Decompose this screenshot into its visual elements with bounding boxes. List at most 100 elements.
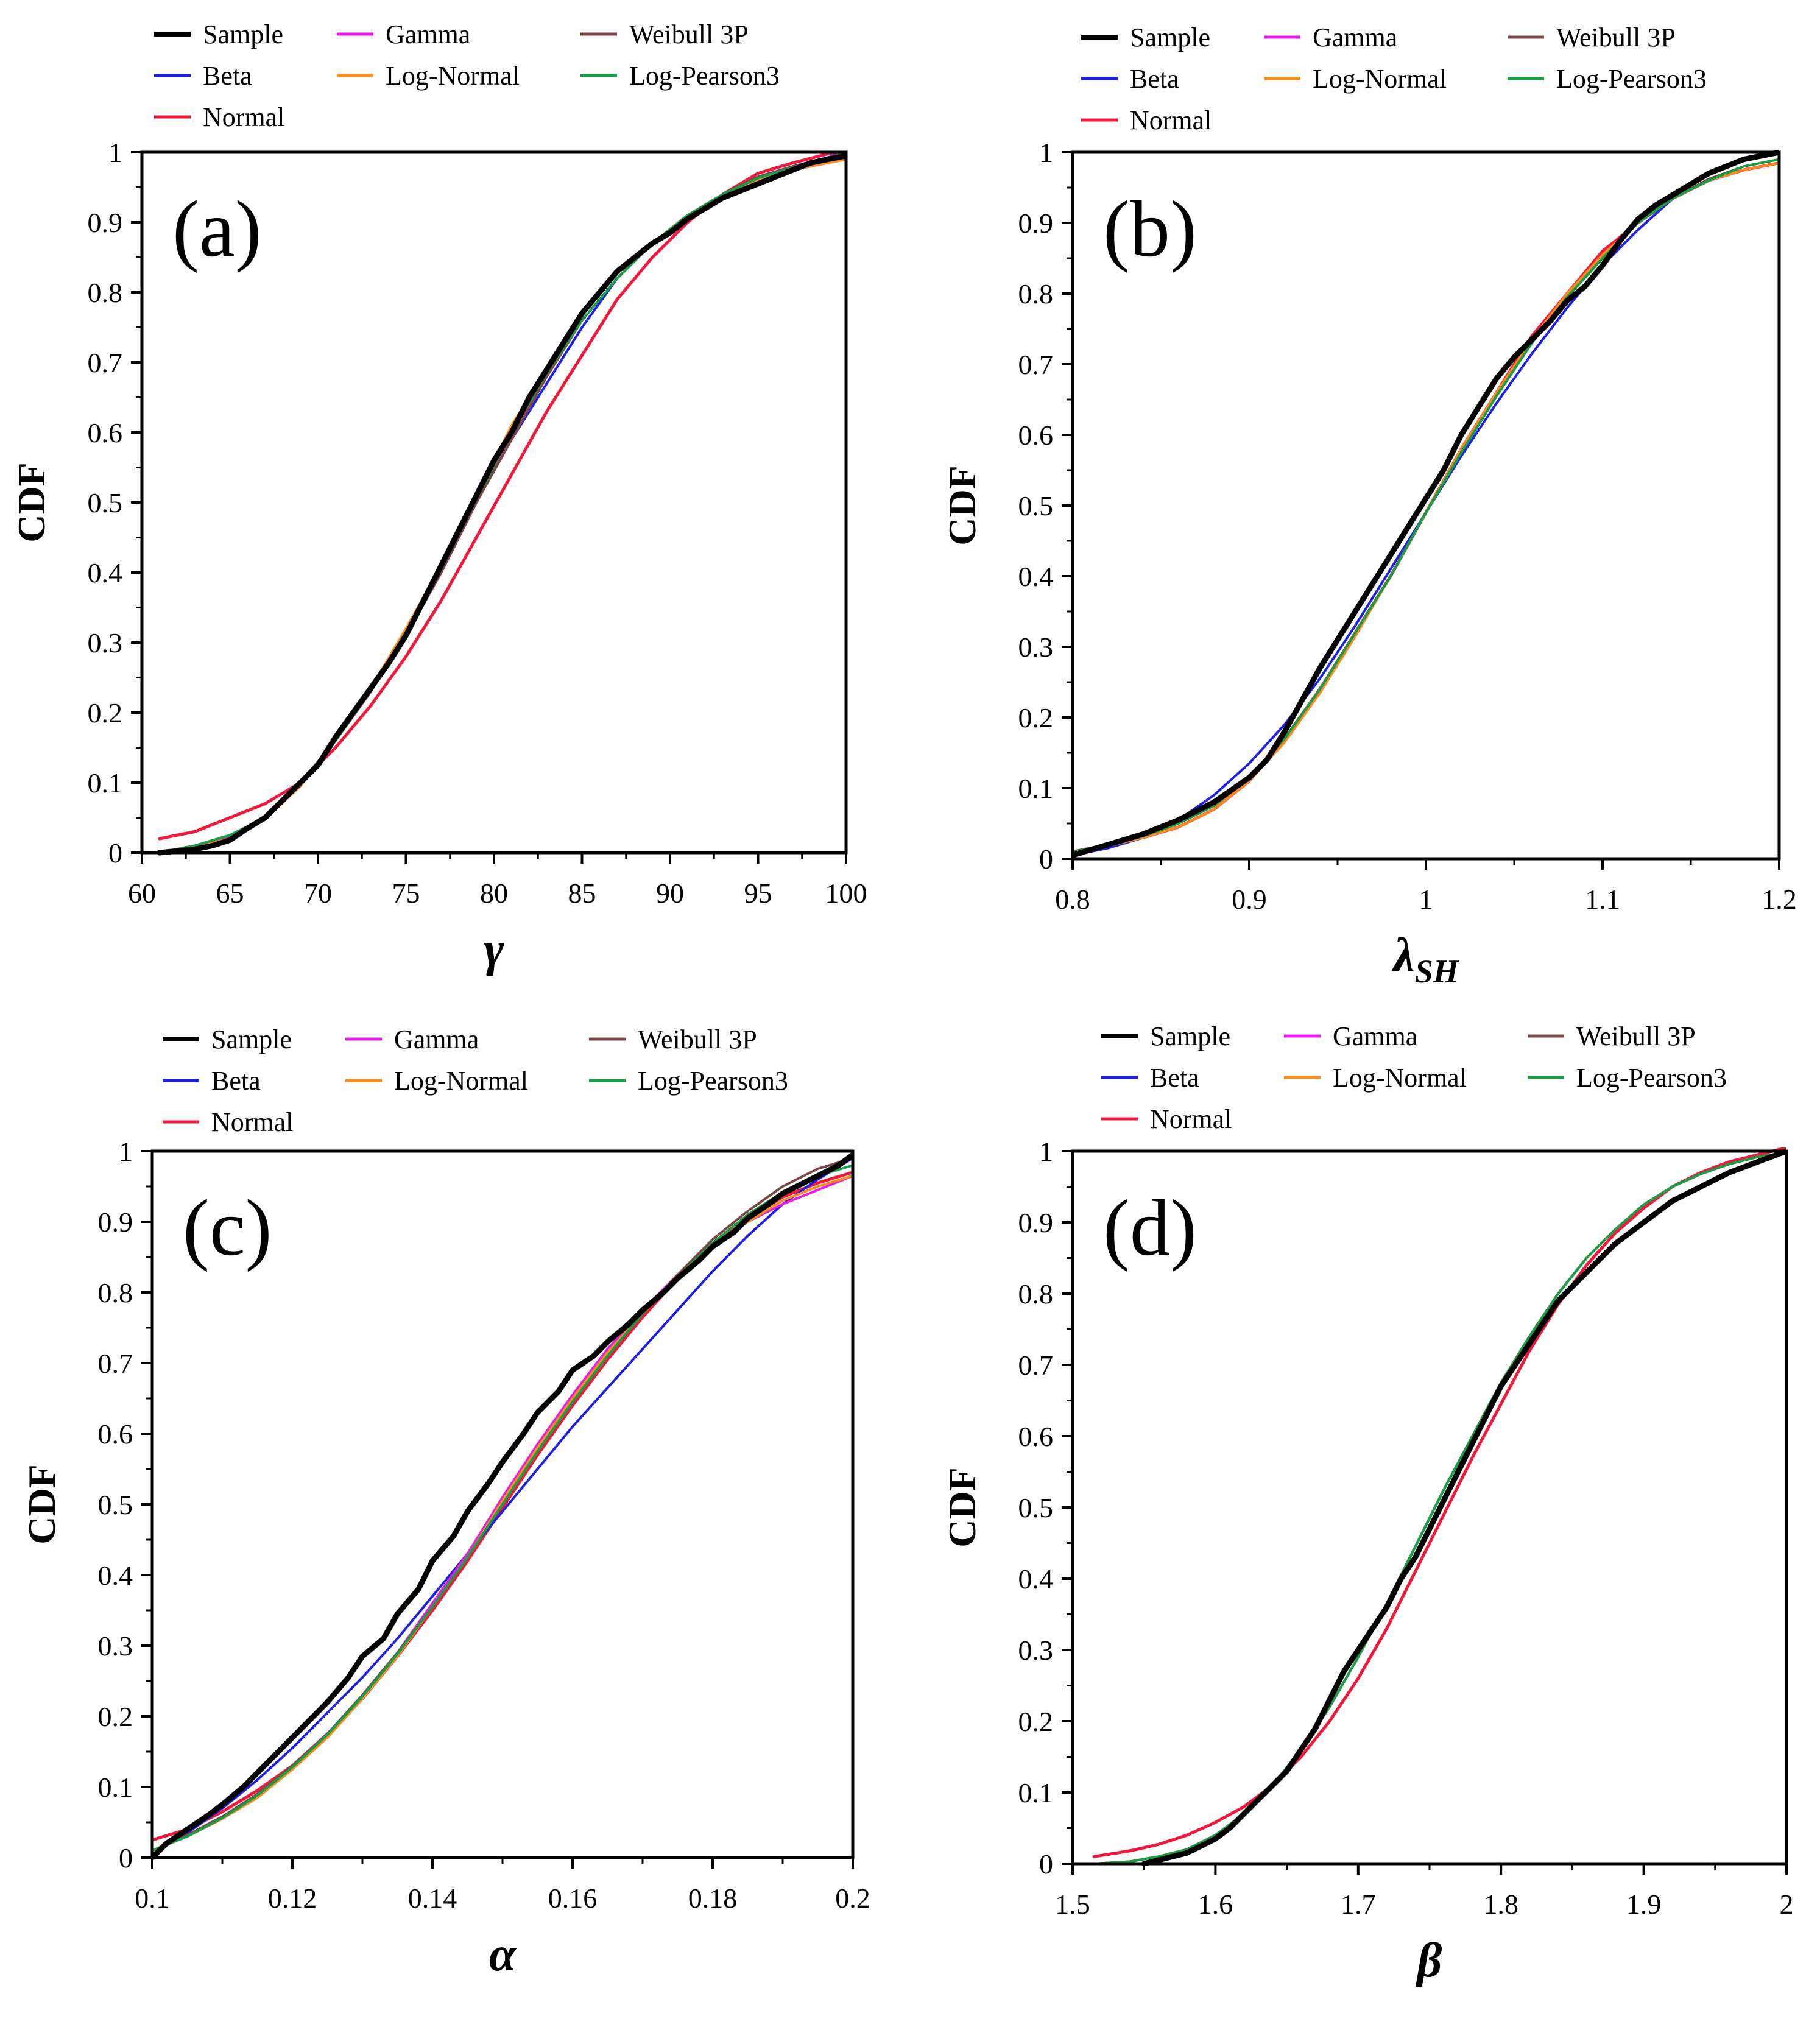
x-tick-label: 0.12 xyxy=(268,1883,317,1914)
series-line-sample xyxy=(1141,1148,1786,1867)
y-tick-label: 0.5 xyxy=(1018,1492,1054,1523)
legend-label: Weibull 3P xyxy=(638,1024,757,1054)
legend-label: Log-Pearson3 xyxy=(629,61,780,91)
legend-label: Log-Normal xyxy=(1313,64,1447,94)
y-tick-label: 0 xyxy=(1039,844,1053,875)
series-line-weibull-3p xyxy=(158,151,846,854)
x-axis-label: λSH xyxy=(1391,929,1460,990)
legend-item-log-pearson3: Log-Pearson3 xyxy=(1508,64,1707,94)
legend-item-weibull-3p: Weibull 3P xyxy=(1528,1021,1696,1051)
panel-tag: (b) xyxy=(1103,184,1197,273)
legend-label: Log-Pearson3 xyxy=(638,1066,788,1096)
legend-label: Gamma xyxy=(394,1024,479,1054)
y-tick-label: 1 xyxy=(108,137,122,168)
y-tick-label: 0.1 xyxy=(98,1772,133,1803)
chart-panel-a: Sample Gamma Weibull 3P Beta Log-Normal Log-P… xyxy=(10,19,867,976)
series-line-sample xyxy=(152,1152,853,1861)
legend-label: Sample xyxy=(1130,23,1210,52)
series-group xyxy=(1092,1147,1786,1867)
legend-item-normal: Normal xyxy=(1101,1104,1232,1134)
y-tick-label: 0.9 xyxy=(88,207,123,238)
y-tick-label: 0.4 xyxy=(88,557,123,588)
x-tick-label: 1 xyxy=(1419,884,1433,915)
y-tick-label: 0.5 xyxy=(98,1489,133,1520)
x-tick-label: 80 xyxy=(480,878,508,909)
y-tick-label: 0.6 xyxy=(1018,1421,1054,1452)
x-tick-label: 70 xyxy=(304,878,332,909)
legend-item-beta: Beta xyxy=(1101,1063,1199,1093)
x-tick-label: 1.5 xyxy=(1055,1889,1090,1920)
series-group xyxy=(1073,149,1779,858)
legend-label: Gamma xyxy=(1313,23,1397,52)
x-tick-label: 0.14 xyxy=(408,1883,457,1914)
x-tick-label: 75 xyxy=(392,878,420,909)
legend-label: Log-Pearson3 xyxy=(1556,64,1707,94)
y-tick-label: 0.1 xyxy=(1018,773,1054,804)
legend-label: Normal xyxy=(211,1107,293,1137)
series-line-log-normal xyxy=(158,158,846,854)
x-tick-label: 100 xyxy=(825,878,867,909)
legend-item-weibull-3p: Weibull 3P xyxy=(580,19,749,49)
x-axis-label: β xyxy=(1416,1934,1442,1987)
y-tick-label: 0.3 xyxy=(88,627,123,658)
y-tick-label: 0.9 xyxy=(98,1207,133,1238)
x-tick-label: 0.18 xyxy=(688,1883,738,1914)
legend-label: Sample xyxy=(203,19,283,49)
y-tick-label: 0.8 xyxy=(88,277,123,308)
y-tick-label: 0.6 xyxy=(98,1419,133,1450)
legend-label: Gamma xyxy=(1333,1021,1417,1051)
legend-label: Beta xyxy=(203,61,252,91)
legend-label: Log-Normal xyxy=(394,1066,528,1096)
legend-item-log-pearson3: Log-Pearson3 xyxy=(580,61,780,91)
series-line-beta xyxy=(158,151,846,854)
y-tick-label: 0.5 xyxy=(88,487,123,518)
y-tick-label: 0 xyxy=(108,837,122,869)
legend-item-normal: Normal xyxy=(1081,105,1212,135)
y-tick-label: 0.9 xyxy=(1018,1207,1054,1238)
x-tick-label: 0.1 xyxy=(135,1883,170,1914)
x-tick-label: 60 xyxy=(128,878,156,909)
y-tick-label: 0.3 xyxy=(98,1630,133,1662)
y-tick-label: 1 xyxy=(1039,1136,1053,1167)
x-tick-label: 95 xyxy=(744,878,772,909)
legend-item-log-normal: Log-Normal xyxy=(345,1066,528,1096)
y-tick-label: 0.7 xyxy=(1018,1350,1054,1381)
legend-label: Log-Normal xyxy=(386,61,520,91)
chart-panel-c: Sample Gamma Weibull 3P Beta Log-Normal Log-P… xyxy=(20,1024,870,1981)
y-tick-label: 0.1 xyxy=(1018,1777,1054,1808)
y-tick-label: 0.2 xyxy=(98,1701,133,1732)
x-tick-label: 1.8 xyxy=(1483,1889,1518,1920)
legend-item-weibull-3p: Weibull 3P xyxy=(1508,23,1676,52)
y-tick-label: 1 xyxy=(1039,137,1053,168)
legend-label: Log-Normal xyxy=(1333,1063,1467,1093)
x-tick-label: 90 xyxy=(656,878,684,909)
legend-item-gamma: Gamma xyxy=(1264,23,1397,52)
legend-label: Log-Pearson3 xyxy=(1576,1063,1727,1093)
y-tick-label: 0.1 xyxy=(88,767,123,798)
y-tick-label: 0.2 xyxy=(88,697,123,728)
legend-item-gamma: Gamma xyxy=(337,19,470,49)
y-tick-label: 0.9 xyxy=(1018,208,1054,239)
series-line-sample xyxy=(1073,149,1779,858)
legend-label: Normal xyxy=(203,102,284,132)
legend-label: Weibull 3P xyxy=(1556,23,1676,52)
legend-label: Weibull 3P xyxy=(1576,1021,1696,1051)
y-axis-label: CDF xyxy=(10,462,53,543)
legend-label: Normal xyxy=(1130,105,1212,135)
x-tick-label: 1.2 xyxy=(1762,884,1797,915)
x-tick-label: 0.8 xyxy=(1055,884,1090,915)
x-tick-label: 65 xyxy=(216,878,244,909)
y-tick-label: 0 xyxy=(1039,1848,1053,1880)
chart-panel-d: Sample Gamma Weibull 3P Beta Log-Normal Log-P… xyxy=(940,1021,1794,1987)
x-tick-label: 1.6 xyxy=(1198,1889,1233,1920)
y-tick-label: 0.7 xyxy=(1018,349,1054,380)
legend-item-log-pearson3: Log-Pearson3 xyxy=(589,1066,788,1096)
legend-label: Sample xyxy=(1150,1021,1230,1051)
legend-item-weibull-3p: Weibull 3P xyxy=(589,1024,757,1054)
legend-item-gamma: Gamma xyxy=(1284,1021,1417,1051)
x-tick-label: 1.1 xyxy=(1585,884,1620,915)
series-group xyxy=(157,150,846,856)
legend-item-sample: Sample xyxy=(163,1024,292,1054)
x-tick-label: 85 xyxy=(568,878,596,909)
